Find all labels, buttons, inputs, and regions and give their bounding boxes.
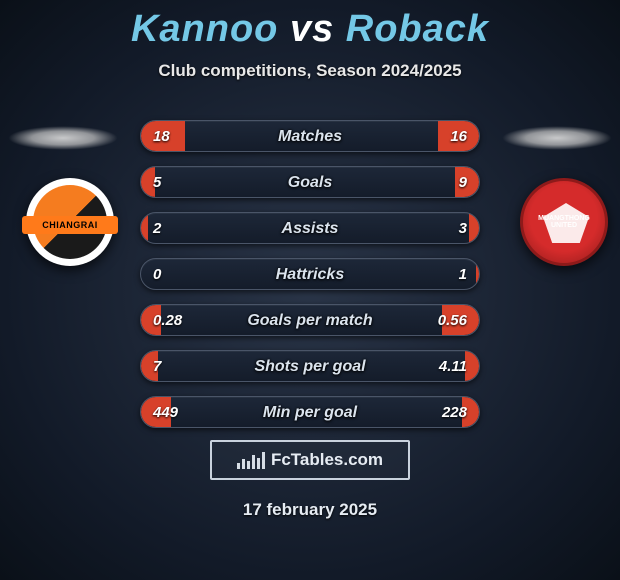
stat-row: 0.280.56Goals per match [140,304,480,336]
left-crest-shadow [8,126,118,150]
vs-label: vs [290,8,334,50]
brand-text: FcTables.com [271,450,383,470]
right-crest-shadow [502,126,612,150]
stat-row: 449228Min per goal [140,396,480,428]
stat-row: 01Hattricks [140,258,480,290]
subtitle: Club competitions, Season 2024/2025 [0,61,620,81]
date-label: 17 february 2025 [0,500,620,520]
brand-bars-icon [237,451,265,469]
stat-row: 1816Matches [140,120,480,152]
stat-label: Min per goal [141,397,479,428]
stat-label: Assists [141,213,479,244]
stat-label: Shots per goal [141,351,479,382]
stat-label: Matches [141,121,479,152]
stat-row: 23Assists [140,212,480,244]
brand-box: FcTables.com [210,440,410,480]
stat-label: Goals per match [141,305,479,336]
team-crest-right: MUANGTHONG UNITED [520,178,608,266]
stats-container: 1816Matches 59Goals 23Assists 01Hattricks 0.… [140,120,480,442]
stat-row: 74.11Shots per goal [140,350,480,382]
crest-left-label: CHIANGRAI [22,216,118,234]
player1-name: Kannoo [131,8,278,50]
stat-label: Hattricks [141,259,479,290]
comparison-title: Kannoo vs Roback [0,0,620,51]
stat-label: Goals [141,167,479,198]
team-crest-left: CHIANGRAI [26,178,114,266]
crest-right-label: MUANGTHONG UNITED [533,191,595,253]
stat-row: 59Goals [140,166,480,198]
player2-name: Roback [346,8,489,50]
